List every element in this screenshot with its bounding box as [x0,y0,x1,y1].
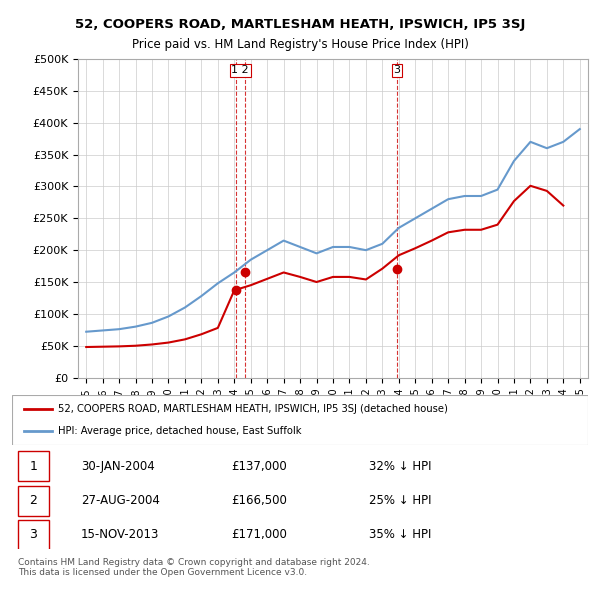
Text: 15-NOV-2013: 15-NOV-2013 [81,528,160,541]
Text: Contains HM Land Registry data © Crown copyright and database right 2024.
This d: Contains HM Land Registry data © Crown c… [18,558,370,577]
Text: 32% ↓ HPI: 32% ↓ HPI [369,460,431,473]
Text: 1: 1 [29,460,37,473]
Text: Price paid vs. HM Land Registry's House Price Index (HPI): Price paid vs. HM Land Registry's House … [131,38,469,51]
FancyBboxPatch shape [18,520,49,550]
FancyBboxPatch shape [18,486,49,516]
Text: 1 2: 1 2 [231,65,249,76]
Text: £171,000: £171,000 [231,528,287,541]
Text: HPI: Average price, detached house, East Suffolk: HPI: Average price, detached house, East… [58,427,302,437]
Text: 25% ↓ HPI: 25% ↓ HPI [369,494,431,507]
Text: 27-AUG-2004: 27-AUG-2004 [81,494,160,507]
Text: 52, COOPERS ROAD, MARTLESHAM HEATH, IPSWICH, IP5 3SJ: 52, COOPERS ROAD, MARTLESHAM HEATH, IPSW… [75,18,525,31]
Text: £166,500: £166,500 [231,494,287,507]
Text: 35% ↓ HPI: 35% ↓ HPI [369,528,431,541]
Text: 2: 2 [29,494,37,507]
Text: £137,000: £137,000 [231,460,287,473]
FancyBboxPatch shape [12,395,588,445]
FancyBboxPatch shape [18,451,49,481]
Text: 3: 3 [29,528,37,541]
Text: 3: 3 [394,65,400,76]
Text: 52, COOPERS ROAD, MARTLESHAM HEATH, IPSWICH, IP5 3SJ (detached house): 52, COOPERS ROAD, MARTLESHAM HEATH, IPSW… [58,404,448,414]
Text: 30-JAN-2004: 30-JAN-2004 [81,460,155,473]
